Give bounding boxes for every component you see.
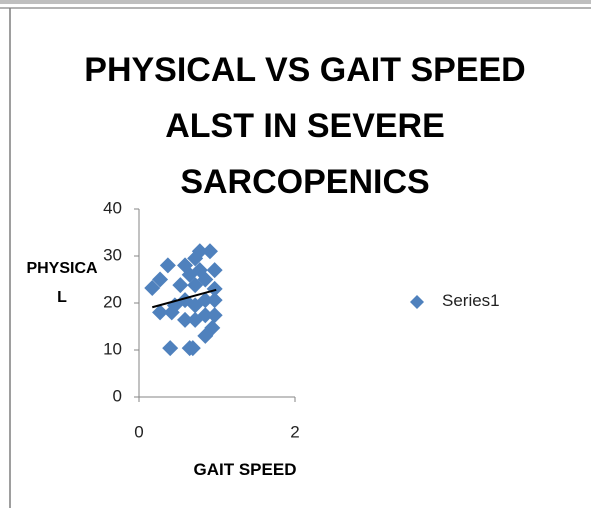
data-point [187,297,204,314]
data-point [206,292,223,309]
data-point [172,277,189,294]
data-point [201,243,218,260]
data-point [162,340,179,357]
data-point [191,243,208,260]
x-axis-title: GAIT SPEED [193,460,297,479]
data-point [144,279,161,296]
data-point [197,307,214,324]
chart-title: PHYSICAL VS GAIT SPEED ALST IN SEVERE SA… [84,51,526,201]
x-tick-label: 0 [134,422,143,441]
y-tick-label: 40 [103,198,122,217]
plot-area: 0 10 20 30 40 0 2 [103,198,300,441]
y-tick-label: 20 [103,292,122,311]
data-point [184,340,201,357]
y-tick-label: 0 [113,386,122,405]
x-tick-label: 2 [290,422,299,441]
data-point [206,280,223,297]
data-point [206,307,223,324]
data-point [181,266,198,283]
window-top-bar [0,0,591,4]
legend-marker [410,295,424,309]
data-point [152,271,169,288]
y-tick-label: 30 [103,245,122,264]
data-point [177,311,194,328]
y-axis-title: PHYSICAL [26,260,98,306]
data-point [159,257,176,274]
data-point [206,262,223,279]
data-point [197,327,214,344]
y-tick-label: 10 [103,339,122,358]
data-point [152,304,169,321]
trendline [151,288,217,309]
legend-label: Series1 [442,291,500,310]
